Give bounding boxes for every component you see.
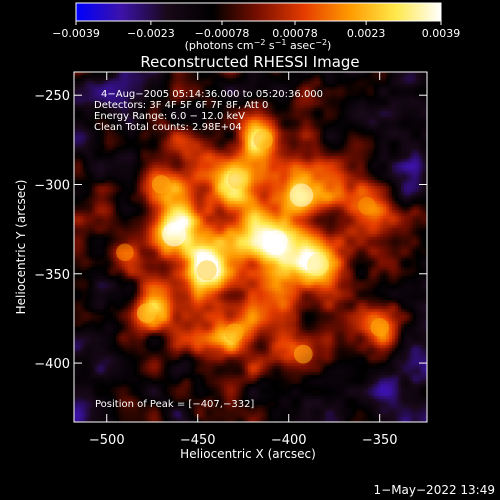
chart-title: Reconstructed RHESSI Image bbox=[140, 53, 359, 71]
y-tick-label: −300 bbox=[34, 179, 70, 194]
colorbar-tick-label: 0.0023 bbox=[347, 27, 386, 40]
colorbar-bar bbox=[75, 2, 442, 22]
source-blob bbox=[196, 260, 217, 281]
source-blob bbox=[116, 243, 134, 262]
plot-area bbox=[74, 72, 427, 422]
info-time-range: 4−Aug−2005 05:14:36.000 to 05:20:36.000 bbox=[101, 89, 323, 100]
info-energy-range: Energy Range: 6.0 − 12.0 keV bbox=[94, 111, 245, 122]
timestamp: 1−May−2022 13:49 bbox=[374, 483, 496, 497]
heatmap-image bbox=[74, 72, 427, 422]
x-axis-title: Heliocentric X (arcsec) bbox=[180, 447, 316, 461]
source-blob bbox=[289, 183, 314, 207]
x-tick-label: −400 bbox=[271, 433, 307, 448]
colorbar-tick-label: 0.00078 bbox=[272, 27, 318, 40]
colorbar: −0.0039 −0.0023 −0.00078 0.00078 0.0023 0.003… bbox=[52, 2, 460, 52]
source-blob bbox=[263, 229, 288, 254]
colorbar-tick-labels: −0.0039 −0.0023 −0.00078 0.00078 0.0023 0.003… bbox=[52, 27, 460, 40]
colorbar-tick-label: −0.0023 bbox=[127, 27, 175, 40]
source-blob bbox=[224, 323, 244, 343]
source-blob bbox=[136, 303, 157, 323]
x-axis-ticks bbox=[106, 72, 381, 422]
colorbar-tick-label: −0.0039 bbox=[52, 27, 100, 40]
y-axis-tick-labels: −250 −300 −350 −400 bbox=[34, 89, 70, 372]
x-tick-label: −350 bbox=[362, 433, 398, 448]
colorbar-ticks bbox=[75, 21, 442, 25]
plot-frame bbox=[73, 71, 428, 423]
source-blob bbox=[227, 169, 248, 190]
colorbar-units: (photons cm−2 s−1 asec−2) bbox=[185, 38, 332, 52]
source-blob bbox=[370, 318, 389, 337]
info-clean-counts: Clean Total counts: 2.98E+04 bbox=[94, 122, 242, 133]
source-blob bbox=[306, 253, 329, 276]
x-tick-label: −450 bbox=[180, 433, 216, 448]
x-axis-tick-labels: −500 −450 −400 −350 bbox=[89, 433, 398, 448]
y-axis-ticks bbox=[74, 94, 427, 364]
y-tick-label: −350 bbox=[34, 268, 70, 283]
source-blob bbox=[293, 344, 313, 364]
y-tick-label: −250 bbox=[34, 89, 70, 104]
colorbar-tick-label: −0.00078 bbox=[195, 27, 250, 40]
x-tick-label: −500 bbox=[89, 433, 125, 448]
info-detectors: Detectors: 3F 4F 5F 6F 7F 8F, Att 0 bbox=[94, 100, 268, 111]
source-blobs bbox=[116, 130, 389, 364]
source-blob bbox=[151, 175, 171, 194]
observation-info: 4−Aug−2005 05:14:36.000 to 05:20:36.000 … bbox=[94, 89, 323, 410]
y-tick-label: −400 bbox=[34, 357, 70, 372]
y-axis-title: Heliocentric Y (arcsec) bbox=[14, 180, 28, 315]
source-blob bbox=[253, 130, 273, 150]
source-blob bbox=[358, 197, 376, 215]
source-blob bbox=[162, 222, 187, 247]
peak-position-label: Position of Peak = [−407,−332] bbox=[95, 399, 254, 410]
colorbar-tick-label: 0.0039 bbox=[422, 27, 461, 40]
